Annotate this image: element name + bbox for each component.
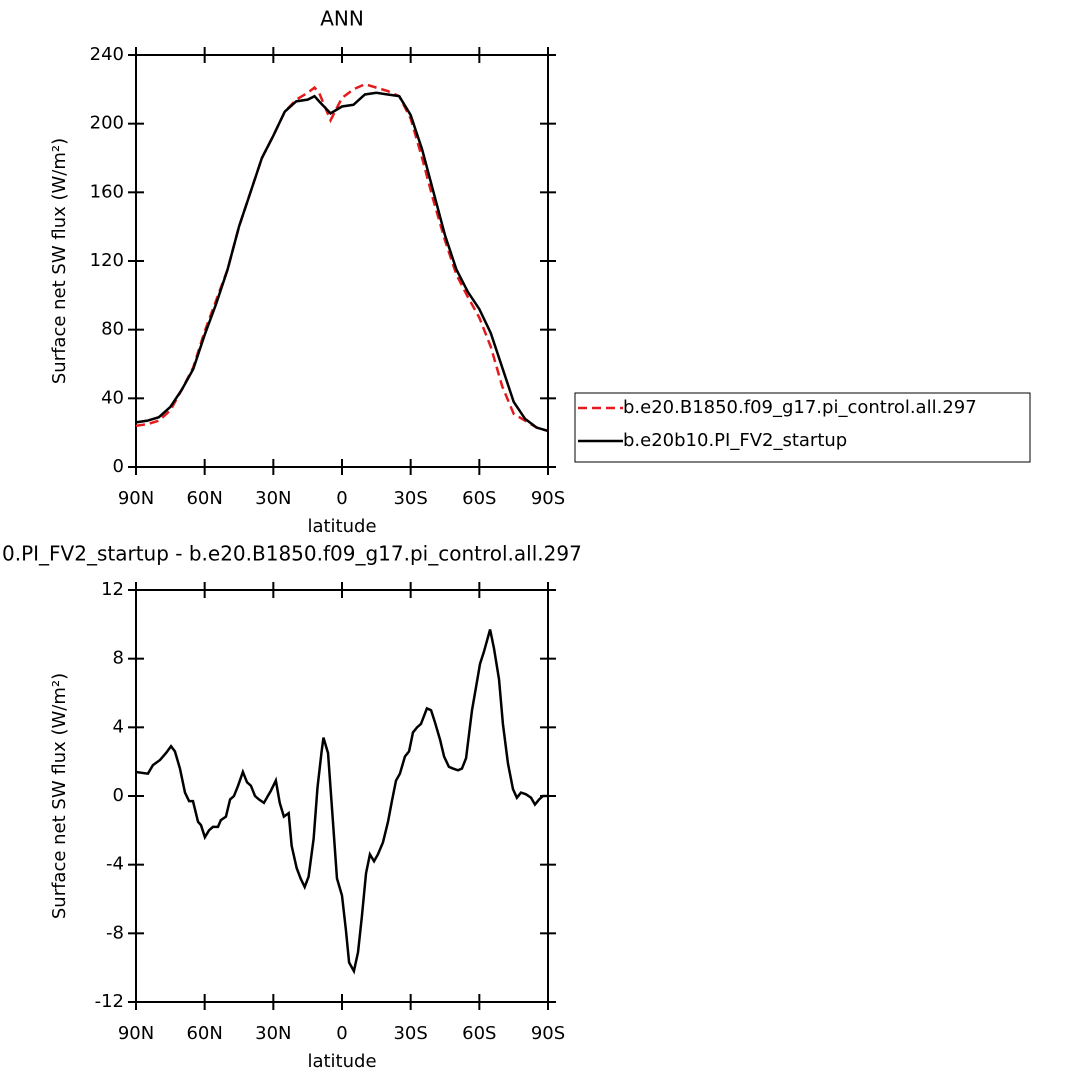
y-tick-label: 80	[101, 319, 124, 340]
x-tick-label: 90N	[118, 1023, 154, 1044]
y-tick-label: 120	[90, 250, 124, 271]
y-tick-label: 160	[90, 181, 124, 202]
x-tick-label: 90S	[531, 488, 565, 509]
x-tick-label: 30N	[255, 1023, 291, 1044]
x-axis-label: latitude	[307, 516, 376, 537]
legend-label: b.e20b10.PI_FV2_startup	[623, 430, 847, 451]
plot-frame	[135, 589, 549, 1003]
x-tick-label: 90N	[118, 488, 154, 509]
series-line	[135, 629, 548, 975]
y-tick-label: 0	[113, 456, 124, 477]
x-tick-label: 30S	[393, 1023, 427, 1044]
y-tick-label: -12	[95, 991, 124, 1012]
y-tick-label: 40	[101, 387, 124, 408]
y-tick-label: -8	[106, 922, 124, 943]
y-axis-label: Surface net SW flux (W/m²)	[49, 138, 70, 384]
series-line	[135, 82, 549, 433]
y-tick-label: 0	[113, 785, 124, 806]
x-axis-label: latitude	[307, 1051, 376, 1072]
y-tick-label: 12	[101, 579, 124, 600]
y-tick-label: 200	[90, 113, 124, 134]
legend-label: b.e20.B1850.f09_g17.pi_control.all.297	[623, 397, 977, 418]
chart-title: 0.PI_FV2_startup - b.e20.B1850.f09_g17.p…	[2, 542, 582, 566]
y-axis-label: Surface net SW flux (W/m²)	[49, 673, 70, 919]
x-tick-label: 0	[336, 488, 347, 509]
x-tick-label: 60N	[186, 1023, 222, 1044]
x-tick-label: 60N	[186, 488, 222, 509]
x-tick-label: 60S	[462, 488, 496, 509]
x-tick-label: 30S	[393, 488, 427, 509]
chart-title: ANN	[320, 7, 364, 31]
legend-box	[574, 392, 1031, 463]
y-tick-label: 240	[90, 44, 124, 65]
series-line	[135, 91, 549, 433]
plot-frame	[135, 54, 549, 468]
y-tick-label: 8	[113, 648, 124, 669]
x-tick-label: 0	[336, 1023, 347, 1044]
x-tick-label: 60S	[462, 1023, 496, 1044]
x-tick-label: 30N	[255, 488, 291, 509]
y-tick-label: 4	[113, 716, 124, 737]
y-tick-label: -4	[106, 854, 124, 875]
x-tick-label: 90S	[531, 1023, 565, 1044]
